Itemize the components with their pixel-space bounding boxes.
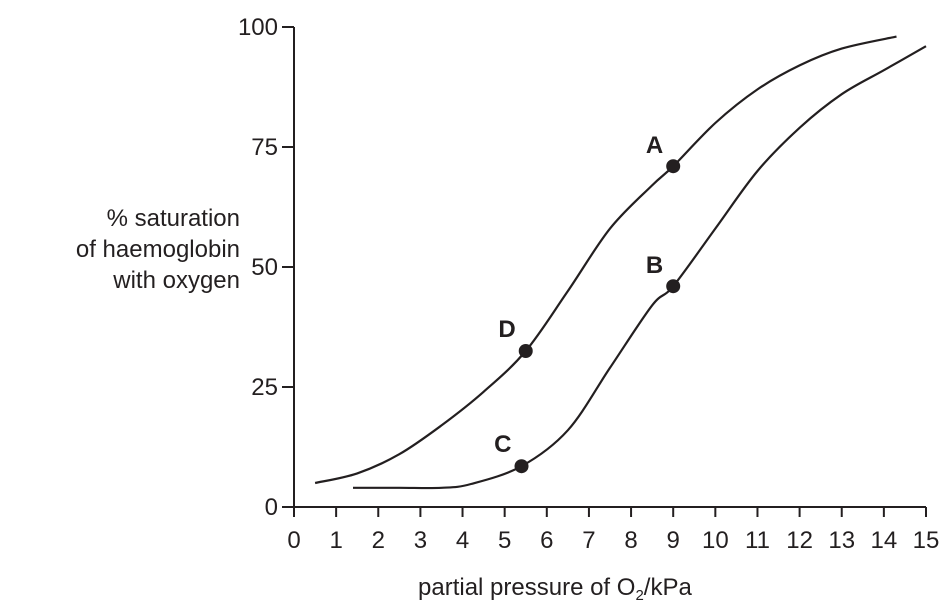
- data-point: [518, 344, 533, 358]
- x-tick-label: 6: [540, 527, 553, 554]
- x-tick-label: 14: [871, 527, 898, 554]
- y-tick-label: 75: [251, 134, 278, 161]
- x-axis-label-prefix: partial pressure of O: [418, 574, 636, 601]
- y-tick-label: 100: [238, 14, 278, 41]
- point-label: C: [494, 431, 511, 458]
- x-tick-label: 3: [414, 527, 427, 554]
- x-tick-label: 5: [498, 527, 511, 554]
- y-axis-label-line: of haemoglobin: [75, 236, 240, 263]
- point-label: B: [646, 252, 663, 279]
- y-tick-label: 25: [251, 374, 278, 401]
- series-line: [314, 35, 897, 485]
- x-tick-label: 8: [624, 527, 637, 554]
- y-axis-label-line: with oxygen: [113, 267, 240, 294]
- x-tick-label: 9: [667, 527, 680, 554]
- y-tick-label: 0: [265, 494, 278, 521]
- x-tick-label: 10: [702, 527, 729, 554]
- x-axis-label-suffix: /kPa: [643, 574, 692, 601]
- x-tick-label: 1: [329, 527, 342, 554]
- x-tick-label: 0: [287, 527, 300, 554]
- x-axis-label: partial pressure of O2/kPa: [418, 574, 692, 604]
- point-label: D: [498, 316, 515, 343]
- y-axis-label: % saturation of haemoglobin with oxygen: [76, 203, 240, 296]
- x-tick-label: 12: [786, 527, 813, 554]
- x-tick-label: 11: [745, 527, 770, 554]
- x-tick-label: 2: [372, 527, 385, 554]
- point-label: A: [646, 132, 663, 159]
- y-tick-label: 50: [251, 254, 278, 281]
- x-tick-label: 7: [582, 527, 595, 554]
- data-point: [666, 159, 681, 174]
- x-tick-label: 15: [913, 527, 940, 554]
- data-point: [514, 459, 529, 474]
- series-line: [353, 45, 927, 490]
- data-point: [666, 279, 681, 294]
- x-tick-label: 4: [456, 527, 469, 554]
- x-tick-label: 13: [828, 527, 855, 554]
- x-axis-label-subscript: 2: [635, 587, 644, 604]
- y-axis-label-line: % saturation: [106, 205, 240, 232]
